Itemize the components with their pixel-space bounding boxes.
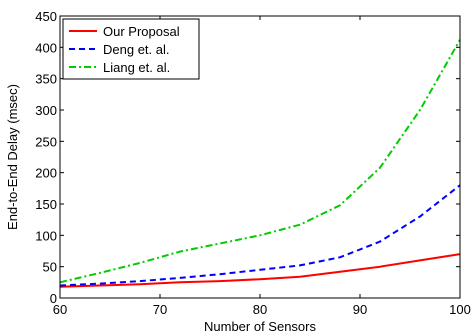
y-tick-label: 0 [50,291,57,306]
legend-label-1: Our Proposal [103,24,180,39]
x-tick-label: 90 [353,302,367,317]
series-line-3 [59,39,461,284]
y-tick-label: 150 [35,197,57,212]
y-tick-label: 50 [43,260,57,275]
x-tick-label: 70 [153,302,167,317]
y-tick-label: 450 [35,9,57,24]
y-tick-label: 250 [35,134,57,149]
legend: Our Proposal Deng et. al. Liang et. al. [62,18,200,80]
plot-frame [59,15,461,299]
y-tick-label: 100 [35,228,57,243]
x-tick-labels: 60 70 80 90 100 [53,302,471,317]
y-tick-labels: 0 50 100 150 200 250 300 350 400 450 [35,9,57,306]
x-tick-label: 80 [253,302,267,317]
series-line-2 [59,184,461,287]
x-tick-label: 60 [53,302,67,317]
legend-label-2: Deng et. al. [103,42,170,57]
series-line-1 [59,253,461,288]
y-tick-label: 300 [35,103,57,118]
legend-box [62,18,200,80]
y-tick-label: 350 [35,72,57,87]
x-axis-title: Number of Sensors [204,319,316,334]
series-layer [59,39,461,288]
y-axis-title: End-to-End Delay (msec) [5,84,20,230]
x-tick-label: 100 [449,302,471,317]
legend-label-3: Liang et. al. [103,60,170,75]
y-tick-label: 400 [35,40,57,55]
y-tick-label: 200 [35,166,57,181]
